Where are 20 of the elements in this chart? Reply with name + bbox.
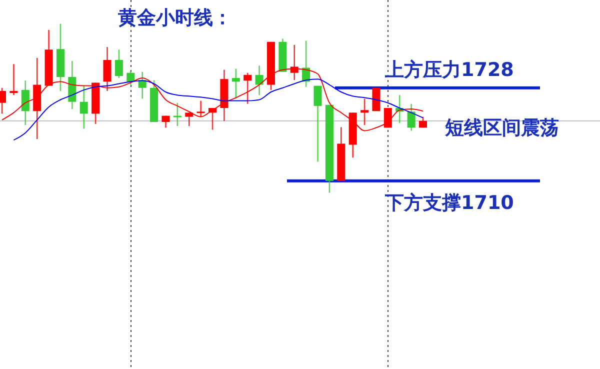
ref-line-label: 下方支撑1710 (384, 192, 514, 214)
candlestick (384, 107, 392, 128)
candlestick (360, 98, 369, 126)
candlestick (21, 80, 30, 126)
candlestick (185, 112, 194, 127)
candlestick (196, 100, 205, 118)
candlestick (10, 63, 18, 96)
candlestick (314, 85, 322, 162)
candlestick (138, 71, 146, 100)
candlestick (114, 48, 123, 79)
chart-title: 黄金小时线： (117, 7, 232, 29)
candlestick (80, 85, 88, 130)
candlestick (126, 70, 135, 86)
candlestick (232, 68, 240, 100)
candlestick (173, 102, 182, 127)
candlestick (244, 72, 252, 105)
ref-line-label: 上方压力1728 (384, 58, 514, 81)
candlestick (407, 103, 416, 132)
candlestick (255, 64, 264, 96)
text: 短线区间震荡 (444, 117, 559, 139)
